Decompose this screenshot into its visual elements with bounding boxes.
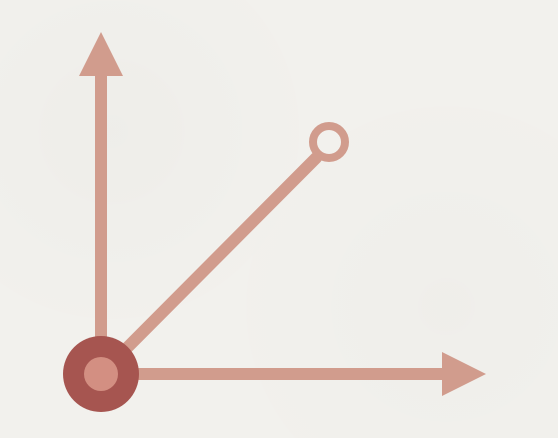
x-axis-arrowhead [442,352,486,396]
vector-endpoint-circle [309,122,349,162]
y-axis-arrowhead [79,32,123,76]
diagonal-vector-line [95,152,322,380]
origin-inner-circle [84,357,118,391]
